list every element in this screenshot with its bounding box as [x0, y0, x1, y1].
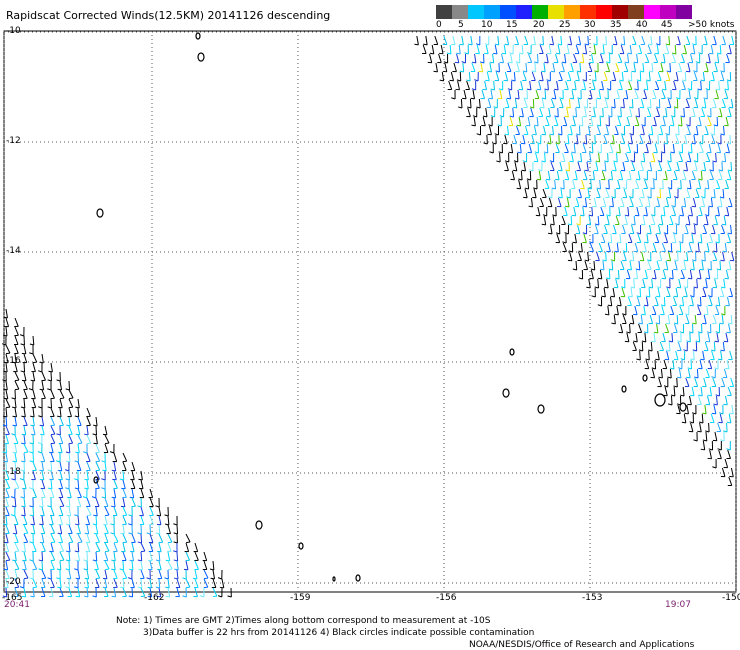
longitude-label: -156 — [436, 593, 457, 603]
colorbar-swatch — [580, 5, 596, 19]
colorbar-swatch — [676, 5, 692, 19]
wind-speed-colorbar — [436, 5, 692, 19]
colorbar-swatch — [612, 5, 628, 19]
longitude-label: -150 — [722, 593, 740, 603]
island-outline — [195, 32, 201, 40]
colorbar-label: 35 — [610, 20, 622, 30]
note-line-1: Note: 1) Times are GMT 2)Times along bot… — [116, 616, 491, 626]
colorbar-swatch — [532, 5, 548, 19]
colorbar-swatch — [500, 5, 516, 19]
colorbar-swatch — [628, 5, 644, 19]
time-right: 19:07 — [665, 600, 691, 610]
longitude-label: -162 — [144, 593, 165, 603]
island-outline — [255, 520, 263, 530]
longitude-label: -165 — [2, 593, 23, 603]
grid-lines — [3, 31, 737, 592]
latitude-label: -18 — [6, 467, 21, 477]
colorbar-swatch — [660, 5, 676, 19]
colorbar-swatch — [468, 5, 484, 19]
colorbar-label: 5 — [458, 20, 464, 30]
island-outline — [502, 388, 510, 398]
islands — [93, 32, 687, 582]
colorbar-label: 30 — [584, 20, 596, 30]
wind-barbs — [1, 35, 735, 598]
colorbar-swatch — [452, 5, 468, 19]
colorbar-label: 0 — [436, 20, 442, 30]
island-outline — [197, 52, 205, 62]
island-outline — [679, 402, 687, 412]
island-outline — [355, 574, 361, 582]
island-outline — [654, 393, 666, 407]
colorbar-swatch — [484, 5, 500, 19]
latitude-label: -16 — [6, 356, 21, 366]
colorbar-swatch — [644, 5, 660, 19]
colorbar-label: 20 — [533, 20, 545, 30]
island-outline — [621, 385, 627, 393]
colorbar-label: 45 — [661, 20, 673, 30]
latitude-label: -20 — [6, 577, 21, 587]
note-line-2: 3)Data buffer is 22 hrs from 20141126 4)… — [143, 628, 535, 638]
colorbar-swatch — [564, 5, 580, 19]
island-outline — [93, 476, 99, 484]
island-outline — [298, 542, 304, 550]
colorbar-label: 25 — [559, 20, 571, 30]
colorbar-label: 40 — [636, 20, 648, 30]
latitude-label: -12 — [6, 136, 21, 146]
island-outline — [332, 576, 336, 582]
colorbar-swatch — [516, 5, 532, 19]
colorbar-swatch — [436, 5, 452, 19]
latitude-label: -10 — [6, 26, 21, 36]
time-left: 20:41 — [4, 600, 30, 610]
island-outline — [96, 208, 104, 218]
longitude-label: -153 — [582, 593, 603, 603]
colorbar-label: 10 — [481, 20, 493, 30]
island-outline — [537, 404, 545, 414]
colorbar-swatch — [596, 5, 612, 19]
note-line-3: NOAA/NESDIS/Office of Research and Appli… — [469, 640, 695, 650]
colorbar-label: >50 knots — [688, 20, 735, 30]
longitude-label: -159 — [290, 593, 311, 603]
colorbar-swatch — [548, 5, 564, 19]
island-outline — [509, 348, 515, 356]
map-title: Rapidscat Corrected Winds(12.5KM) 201411… — [6, 9, 331, 22]
latitude-label: -14 — [6, 246, 21, 256]
colorbar-label: 15 — [506, 20, 518, 30]
island-outline — [642, 374, 648, 382]
